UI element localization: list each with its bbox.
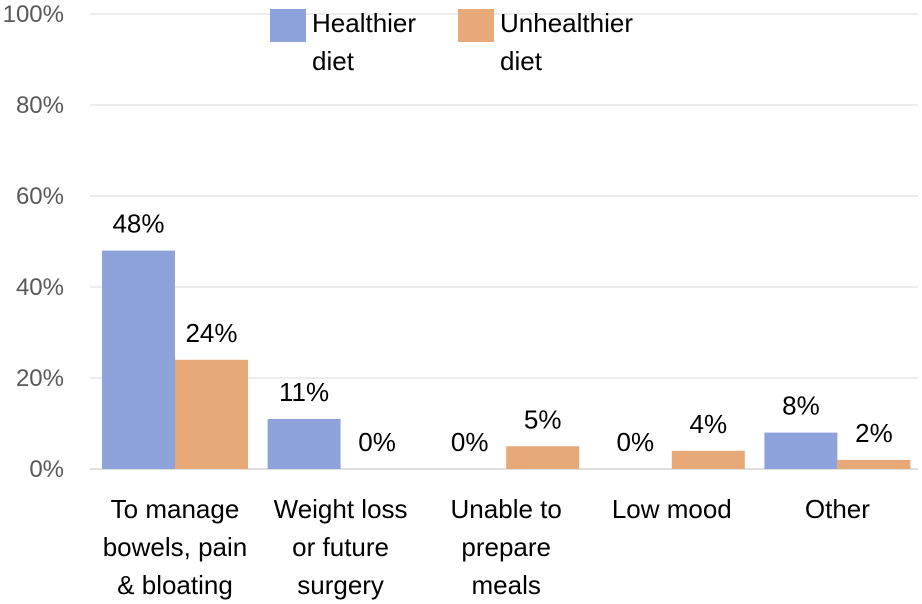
- data-label: 0%: [451, 427, 489, 457]
- x-axis-ticks: To manage bowels, pain & bloating Weight lo…: [103, 494, 871, 600]
- x-tick-line: Other: [805, 494, 870, 524]
- data-label: 24%: [185, 318, 237, 348]
- healthier-legend-swatch: [270, 9, 306, 42]
- unhealthier-bar: [175, 359, 248, 469]
- data-label: 48%: [112, 209, 164, 239]
- data-label: 4%: [690, 409, 728, 439]
- healthier-bar: [764, 432, 838, 469]
- x-tick-label: Unable to prepare meals: [451, 494, 562, 600]
- data-label: 0%: [617, 427, 655, 457]
- data-label: 2%: [855, 418, 893, 448]
- y-tick-label: 20%: [16, 365, 64, 392]
- healthier-legend-label: Healthier diet: [312, 8, 416, 76]
- data-label: 5%: [524, 404, 562, 434]
- y-tick-label: 80%: [16, 92, 64, 119]
- x-tick-line: Unable to: [451, 494, 562, 524]
- x-tick-line: surgery: [297, 570, 384, 600]
- x-tick-line: or future: [292, 532, 389, 562]
- data-label: 0%: [358, 427, 396, 457]
- x-tick-label: To manage bowels, pain & bloating: [103, 494, 248, 600]
- y-tick-label: 60%: [16, 183, 64, 210]
- legend-line: Healthier: [312, 8, 416, 38]
- y-tick-label: 0%: [29, 456, 64, 483]
- healthier-bar: [102, 250, 175, 469]
- legend-line: Unhealthier: [500, 8, 633, 38]
- data-label: 11%: [279, 377, 329, 407]
- unhealthier-legend-label: Unhealthier diet: [500, 8, 633, 76]
- y-axis-ticks: 0% 20% 40% 60% 80% 100%: [3, 1, 64, 483]
- unhealthier-legend-swatch: [458, 9, 494, 42]
- legend-line: diet: [312, 46, 355, 76]
- y-tick-label: 100%: [3, 1, 64, 28]
- healthier-bar: [267, 418, 341, 469]
- x-tick-line: Weight loss: [274, 494, 408, 524]
- unhealthier-bar: [837, 459, 911, 469]
- x-tick-line: meals: [472, 570, 541, 600]
- unhealthier-bar: [671, 450, 745, 469]
- x-tick-label: Weight loss or future surgery: [274, 494, 408, 600]
- data-label: 8%: [782, 391, 820, 421]
- x-tick-label: Low mood: [612, 494, 732, 524]
- unhealthier-bar: [506, 446, 580, 469]
- x-tick-line: To manage: [111, 494, 240, 524]
- x-tick-line: bowels, pain: [103, 532, 248, 562]
- legend-line: diet: [500, 46, 543, 76]
- legend: Healthier diet Unhealthier diet: [270, 8, 633, 76]
- x-tick-line: & bloating: [117, 570, 233, 600]
- data-labels: 48% 11% 0% 0% 8% 24% 0% 5% 4% 2%: [112, 209, 892, 457]
- x-tick-line: Low mood: [612, 494, 732, 524]
- y-tick-label: 40%: [16, 274, 64, 301]
- bars: [102, 250, 911, 469]
- x-tick-line: prepare: [461, 532, 551, 562]
- x-tick-label: Other: [805, 494, 870, 524]
